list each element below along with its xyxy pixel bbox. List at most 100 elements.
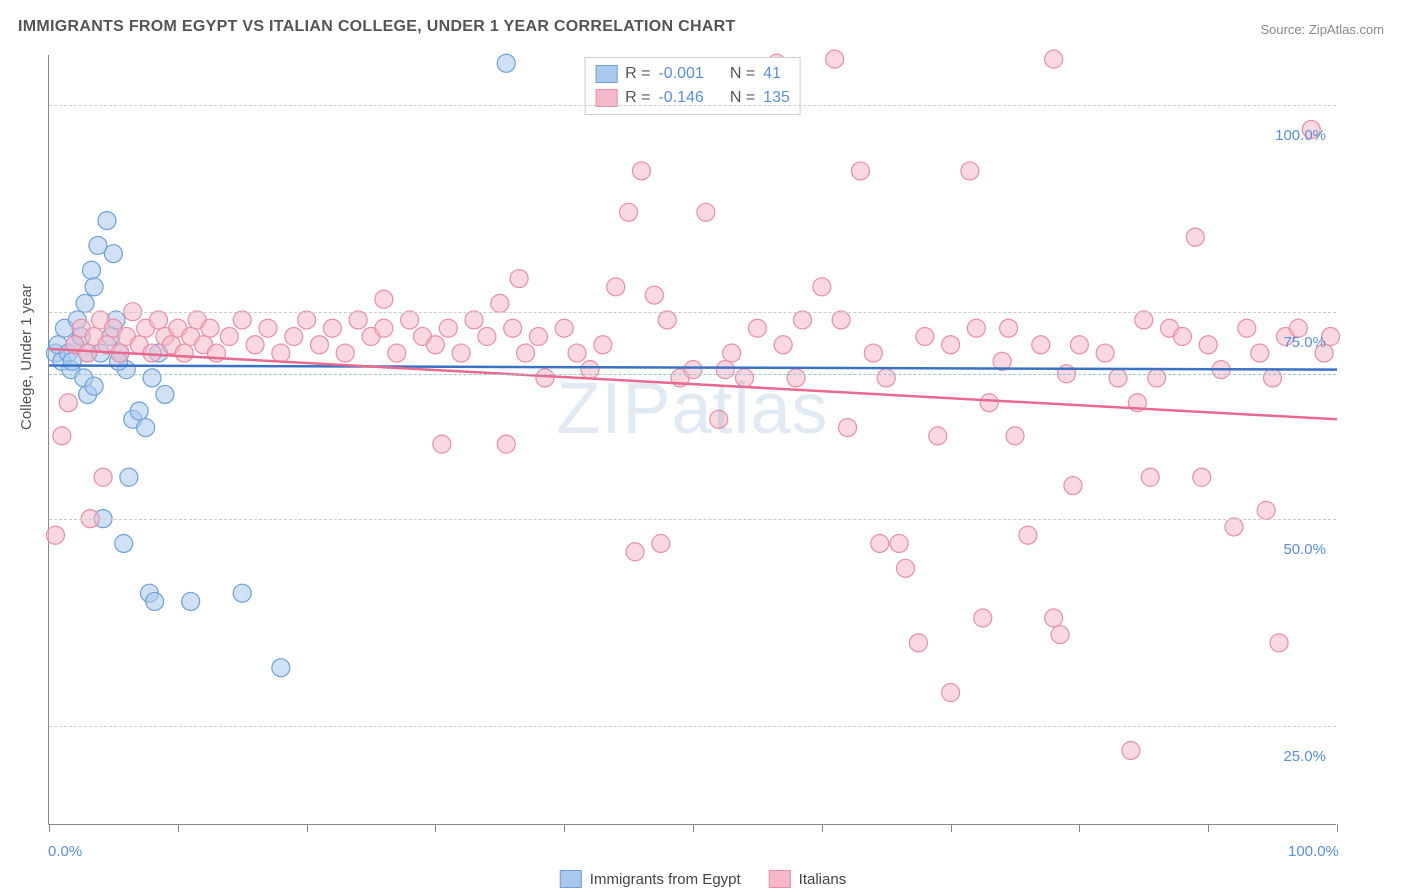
y-tick-label: 75.0% [1283, 334, 1326, 351]
data-point [774, 336, 792, 354]
data-point [220, 328, 238, 346]
data-point [607, 278, 625, 296]
x-tick-label: 0.0% [48, 843, 82, 860]
data-point [1019, 526, 1037, 544]
data-point [233, 311, 251, 329]
x-tick [1079, 824, 1080, 832]
data-point [877, 369, 895, 387]
data-point [942, 684, 960, 702]
data-point [272, 659, 290, 677]
data-point [1186, 228, 1204, 246]
data-point [1193, 468, 1211, 486]
data-point [1257, 501, 1275, 519]
legend-row: R =-0.146N =135 [595, 86, 790, 110]
x-tick [1208, 824, 1209, 832]
x-tick [1337, 824, 1338, 832]
data-point [246, 336, 264, 354]
data-point [897, 559, 915, 577]
gridline [49, 519, 1336, 520]
data-point [79, 344, 97, 362]
data-point [813, 278, 831, 296]
data-point [478, 328, 496, 346]
data-point [568, 344, 586, 362]
gridline [49, 105, 1336, 106]
legend-swatch [560, 870, 582, 888]
data-point [942, 336, 960, 354]
x-tick-label: 100.0% [1288, 843, 1339, 860]
legend-item: Italians [769, 870, 847, 888]
data-point [1064, 477, 1082, 495]
data-point [375, 290, 393, 308]
legend-correlation: R = -0.001 N = 41R =-0.146N =135 [584, 57, 801, 115]
data-point [323, 319, 341, 337]
x-tick [435, 824, 436, 832]
data-point [46, 526, 64, 544]
data-point [175, 344, 193, 362]
mean-line [49, 374, 1336, 375]
data-point [130, 402, 148, 420]
data-point [115, 534, 133, 552]
data-point [76, 294, 94, 312]
data-point [967, 319, 985, 337]
data-point [137, 419, 155, 437]
data-point [53, 427, 71, 445]
data-point [510, 270, 528, 288]
data-point [716, 361, 734, 379]
data-point [85, 278, 103, 296]
n-label: N = [730, 86, 755, 110]
data-point [1173, 328, 1191, 346]
data-point [1148, 369, 1166, 387]
x-tick [693, 824, 694, 832]
x-tick [307, 824, 308, 832]
data-point [336, 344, 354, 362]
data-point [1096, 344, 1114, 362]
data-point [439, 319, 457, 337]
data-point [581, 361, 599, 379]
data-point [497, 435, 515, 453]
data-point [94, 468, 112, 486]
source-label: Source: ZipAtlas.com [1260, 22, 1384, 37]
data-point [1270, 634, 1288, 652]
data-point [684, 361, 702, 379]
x-tick [178, 824, 179, 832]
r-label: R = [625, 62, 650, 86]
data-point [452, 344, 470, 362]
n-label: N = [730, 62, 755, 86]
data-point [1238, 319, 1256, 337]
data-point [1000, 319, 1018, 337]
legend-series: Immigrants from EgyptItalians [560, 870, 846, 888]
data-point [736, 369, 754, 387]
data-point [1199, 336, 1217, 354]
data-point [632, 162, 650, 180]
data-point [1006, 427, 1024, 445]
data-point [465, 311, 483, 329]
data-point [83, 261, 101, 279]
data-point [723, 344, 741, 362]
n-value: 41 [763, 62, 781, 86]
data-point [909, 634, 927, 652]
data-point [310, 336, 328, 354]
legend-swatch [595, 65, 617, 83]
data-point [388, 344, 406, 362]
data-point [890, 534, 908, 552]
data-point [620, 203, 638, 221]
gridline [49, 726, 1336, 727]
data-point [1045, 50, 1063, 68]
x-tick [49, 824, 50, 832]
data-point [298, 311, 316, 329]
data-point [961, 162, 979, 180]
data-point [146, 592, 164, 610]
data-point [1264, 369, 1282, 387]
y-tick-label: 25.0% [1283, 748, 1326, 765]
data-point [401, 311, 419, 329]
r-value: -0.001 [658, 62, 703, 86]
data-point [1225, 518, 1243, 536]
data-point [59, 394, 77, 412]
data-point [201, 319, 219, 337]
data-point [929, 427, 947, 445]
data-point [1251, 344, 1269, 362]
data-point [98, 212, 116, 230]
trend-line [49, 349, 1337, 419]
data-point [851, 162, 869, 180]
data-point [259, 319, 277, 337]
